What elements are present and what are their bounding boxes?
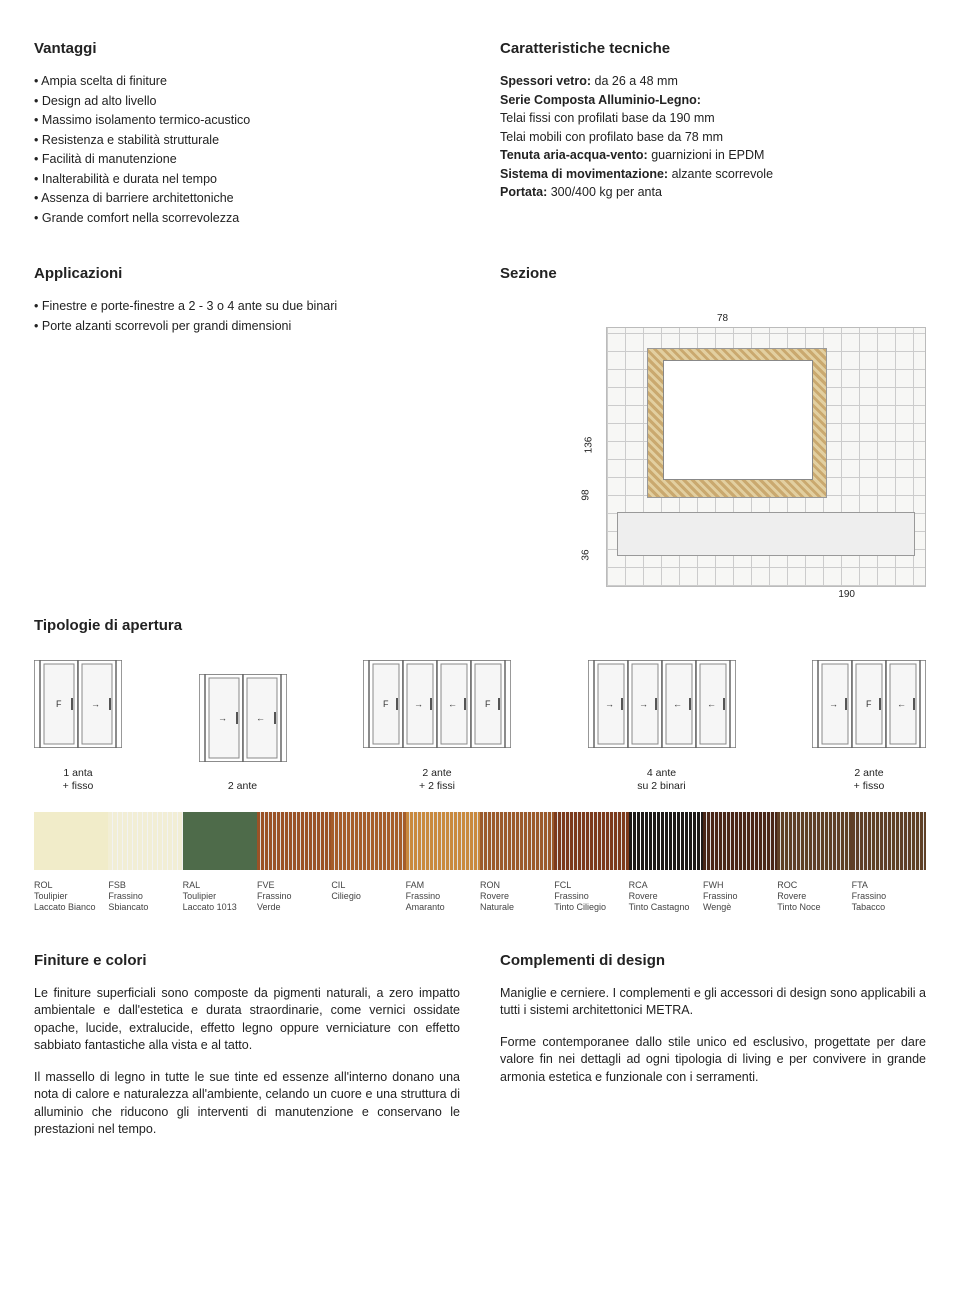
list-item: Inalterabilità e durata nel tempo	[34, 171, 460, 189]
swatch	[480, 812, 554, 870]
swatch-label: FTAFrassinoTabacco	[852, 880, 926, 914]
dim-label: 78	[717, 312, 728, 326]
list-item: Design ad alto livello	[34, 93, 460, 111]
door-item: →→←←4 antesu 2 binari	[588, 660, 736, 794]
list-item: Resistenza e stabilità strutturale	[34, 132, 460, 150]
svg-text:F: F	[383, 699, 389, 709]
svg-text:→: →	[829, 699, 838, 709]
tipologie-title: Tipologie di apertura	[34, 615, 926, 636]
swatch	[34, 812, 108, 870]
swatch	[554, 812, 628, 870]
swatch	[777, 812, 851, 870]
swatch	[183, 812, 257, 870]
dim-label: 98	[580, 489, 594, 500]
sezione-diagram: 78 190 136 98 36	[606, 327, 926, 587]
svg-text:←: ←	[707, 699, 716, 709]
swatch	[703, 812, 777, 870]
swatch	[108, 812, 182, 870]
caratteristiche-list: Spessori vetro: da 26 a 48 mm Serie Comp…	[500, 73, 926, 202]
vantaggi-title: Vantaggi	[34, 38, 460, 59]
complementi-p1: Maniglie e cerniere. I complementi e gli…	[500, 985, 926, 1020]
svg-text:F: F	[56, 699, 62, 709]
svg-text:→: →	[91, 699, 100, 709]
dim-label: 190	[838, 588, 855, 602]
applicazioni-list: Finestre e porte-finestre a 2 - 3 o 4 an…	[34, 298, 460, 335]
svg-text:→: →	[414, 699, 423, 709]
finiture-p2: Il massello di legno in tutte le sue tin…	[34, 1069, 460, 1139]
swatch	[257, 812, 331, 870]
list-item: Assenza di barriere architettoniche	[34, 190, 460, 208]
swatch-label: FAMFrassinoAmaranto	[406, 880, 480, 914]
tipologie-row: F→1 anta+ fisso→←2 anteF→←F2 ante+ 2 fis…	[34, 654, 926, 812]
swatch-label: RALToulipierLaccato 1013	[183, 880, 257, 914]
swatch-label: RCARovereTinto Castagno	[629, 880, 703, 914]
swatch	[852, 812, 926, 870]
swatch	[406, 812, 480, 870]
complementi-title: Complementi di design	[500, 950, 926, 971]
sezione-title: Sezione	[500, 263, 926, 284]
swatch	[331, 812, 405, 870]
list-item: Grande comfort nella scorrevolezza	[34, 210, 460, 228]
svg-text:→: →	[639, 699, 648, 709]
swatch-label: FCLFrassinoTinto Ciliegio	[554, 880, 628, 914]
svg-text:F: F	[866, 699, 872, 709]
svg-text:←: ←	[897, 699, 906, 709]
list-item: Massimo isolamento termico-acustico	[34, 112, 460, 130]
list-item: Porte alzanti scorrevoli per grandi dime…	[34, 318, 460, 336]
swatch-labels: ROLToulipierLaccato BiancoFSBFrassinoSbi…	[34, 880, 926, 914]
finiture-title: Finiture e colori	[34, 950, 460, 971]
swatch-label: FSBFrassinoSbiancato	[108, 880, 182, 914]
door-item: F→1 anta+ fisso	[34, 660, 122, 794]
door-item: →F←2 ante+ fisso	[812, 660, 926, 794]
list-item: Ampia scelta di finiture	[34, 73, 460, 91]
applicazioni-title: Applicazioni	[34, 263, 460, 284]
svg-text:←: ←	[448, 699, 457, 709]
svg-text:→: →	[605, 699, 614, 709]
svg-text:←: ←	[673, 699, 682, 709]
vantaggi-list: Ampia scelta di finiture Design ad alto …	[34, 73, 460, 227]
list-item: Facilità di manutenzione	[34, 151, 460, 169]
finiture-p1: Le finiture superficiali sono composte d…	[34, 985, 460, 1055]
complementi-p2: Forme contemporanee dallo stile unico ed…	[500, 1034, 926, 1087]
door-item: F→←F2 ante+ 2 fissi	[363, 660, 511, 794]
swatch	[629, 812, 703, 870]
swatch-label: FWHFrassinoWengè	[703, 880, 777, 914]
svg-text:→: →	[218, 713, 227, 723]
swatch-label: ROLToulipierLaccato Bianco	[34, 880, 108, 914]
swatch-label: RONRovereNaturale	[480, 880, 554, 914]
list-item: Finestre e porte-finestre a 2 - 3 o 4 an…	[34, 298, 460, 316]
caratteristiche-title: Caratteristiche tecniche	[500, 38, 926, 59]
swatch-label: FVEFrassinoVerde	[257, 880, 331, 914]
dim-label: 36	[580, 549, 594, 560]
door-item: →←2 ante	[199, 674, 287, 794]
svg-text:←: ←	[256, 713, 265, 723]
svg-text:F: F	[485, 699, 491, 709]
dim-label: 136	[582, 437, 596, 454]
swatch-row	[34, 812, 926, 870]
swatch-label: ROCRovereTinto Noce	[777, 880, 851, 914]
swatch-label: CILCiliegio	[331, 880, 405, 914]
